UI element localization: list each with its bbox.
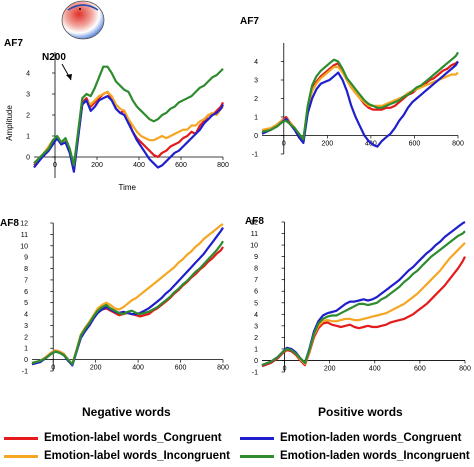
x-tick-label: 600 — [175, 365, 187, 372]
y-tick-label: 10 — [20, 243, 28, 250]
y-tick-label: 2 — [24, 334, 28, 341]
x-tick-label: 600 — [414, 365, 426, 372]
y-tick-label: 4 — [24, 312, 28, 319]
y-tick-label: 7 — [254, 277, 258, 284]
y-tick-label: 10 — [250, 243, 258, 250]
y-tick-label: 0 — [26, 155, 30, 162]
series-line-2 — [33, 90, 224, 169]
series-line-4 — [33, 65, 224, 167]
series-line-4 — [31, 240, 224, 366]
series-line-3 — [261, 221, 466, 367]
y-tick-label: 0 — [24, 357, 28, 364]
x-tick-label: 800 — [217, 365, 229, 372]
legend-item-label-congruent: Emotion-label words_Congruent — [4, 432, 222, 444]
x-tick-label: 0 — [282, 141, 286, 148]
y-tick-label: 5 — [24, 300, 28, 307]
series-line-1 — [261, 60, 459, 143]
x-tick-label: 600 — [409, 141, 421, 148]
y-tick-label: 7 — [24, 277, 28, 284]
legend-label: Emotion-label words_Congruent — [44, 432, 222, 444]
y-tick-label: 4 — [26, 71, 30, 78]
y-tick-label: 3 — [26, 92, 30, 99]
y-tick-label: -1 — [252, 152, 258, 159]
y-tick-label: 0 — [254, 133, 258, 140]
x-tick-label: 800 — [459, 365, 471, 372]
x-tick-label: 200 — [90, 365, 102, 372]
y-tick-label: -1 — [22, 369, 28, 376]
panel-label: AF8 — [0, 218, 19, 229]
x-tick-label: 400 — [369, 365, 381, 372]
x-tick-label: 0 — [283, 365, 287, 372]
legend-item-laden-incongruent: Emotion-laden words_Incongruent — [240, 450, 470, 462]
legend: Emotion-label words_Congruent Emotion-la… — [0, 428, 474, 467]
y-tick-label: 1 — [254, 346, 258, 353]
y-tick-label: 3 — [254, 78, 258, 85]
legend-swatch — [240, 454, 274, 458]
x-tick-label: 800 — [452, 141, 464, 148]
y-tick-label: 4 — [254, 312, 258, 319]
topomap-icon — [61, 0, 105, 40]
panel-label: AF7 — [4, 38, 23, 49]
y-tick-label: 2 — [254, 335, 258, 342]
y-tick-label: 1 — [26, 134, 30, 141]
x-tick-label: 400 — [132, 365, 144, 372]
y-tick-label: 1 — [254, 115, 258, 122]
series-line-4 — [261, 51, 459, 141]
caption-negative-words: Negative words — [82, 405, 171, 419]
x-tick-label: 200 — [91, 162, 103, 169]
panel-label: AF7 — [240, 16, 259, 27]
y-tick-label: 8 — [24, 266, 28, 273]
n200-arrowhead — [66, 74, 72, 80]
x-tick-label: 400 — [133, 162, 145, 169]
legend-item-label-incongruent: Emotion-label words_Incongruent — [4, 450, 230, 462]
legend-label: Emotion-laden words_Incongruent — [280, 450, 470, 462]
y-tick-label: 2 — [26, 113, 30, 120]
x-tick-label: 200 — [324, 365, 336, 372]
x-tick-label: 0 — [53, 162, 57, 169]
series-line-2 — [31, 223, 224, 366]
legend-label: Emotion-label words_Incongruent — [44, 450, 230, 462]
series-line-4 — [261, 230, 466, 367]
y-tick-label: 5 — [254, 300, 258, 307]
legend-swatch — [240, 436, 274, 440]
y-tick-label: 8 — [254, 266, 258, 273]
series-line-3 — [261, 60, 459, 148]
caption-positive-words: Positive words — [318, 405, 403, 419]
panel-label: AF8 — [245, 216, 264, 227]
y-tick-label: -1 — [252, 370, 258, 377]
y-tick-label: 6 — [254, 289, 258, 296]
x-tick-label: 800 — [217, 162, 229, 169]
y-tick-label: 3 — [24, 323, 28, 330]
y-tick-label: 11 — [251, 231, 258, 238]
y-tick-label: 12 — [250, 220, 258, 227]
y-tick-label: 4 — [254, 59, 258, 66]
series-line-1 — [33, 90, 224, 171]
legend-swatch — [4, 436, 38, 440]
n200-annotation: N200 — [42, 52, 66, 63]
y-tick-label: 1 — [24, 346, 28, 353]
x-tick-label: 600 — [175, 162, 187, 169]
x-tick-label: 200 — [321, 141, 333, 148]
legend-item-laden-congruent: Emotion-laden words_Congruent — [240, 432, 461, 444]
y-tick-label: 12 — [20, 221, 28, 228]
y-tick-label: 9 — [254, 254, 258, 261]
y-tick-label: 0 — [254, 358, 258, 365]
y-tick-label: 6 — [24, 289, 28, 296]
chart-panel-1: 0 200 400 600 800 0 1 2 3 4 AF7 Time Amplitude N200 — [4, 0, 229, 192]
y-tick-label: 2 — [254, 96, 258, 103]
x-tick-label: 0 — [51, 365, 55, 372]
series-line-3 — [33, 95, 224, 173]
y-tick-label: 3 — [254, 323, 258, 330]
y-axis-label: Amplitude — [5, 105, 14, 141]
y-tick-label: 9 — [24, 255, 28, 262]
legend-label: Emotion-laden words_Congruent — [280, 432, 462, 444]
legend-swatch — [4, 454, 38, 458]
y-tick-label: 11 — [21, 232, 28, 239]
x-axis-label: Time — [119, 183, 137, 192]
